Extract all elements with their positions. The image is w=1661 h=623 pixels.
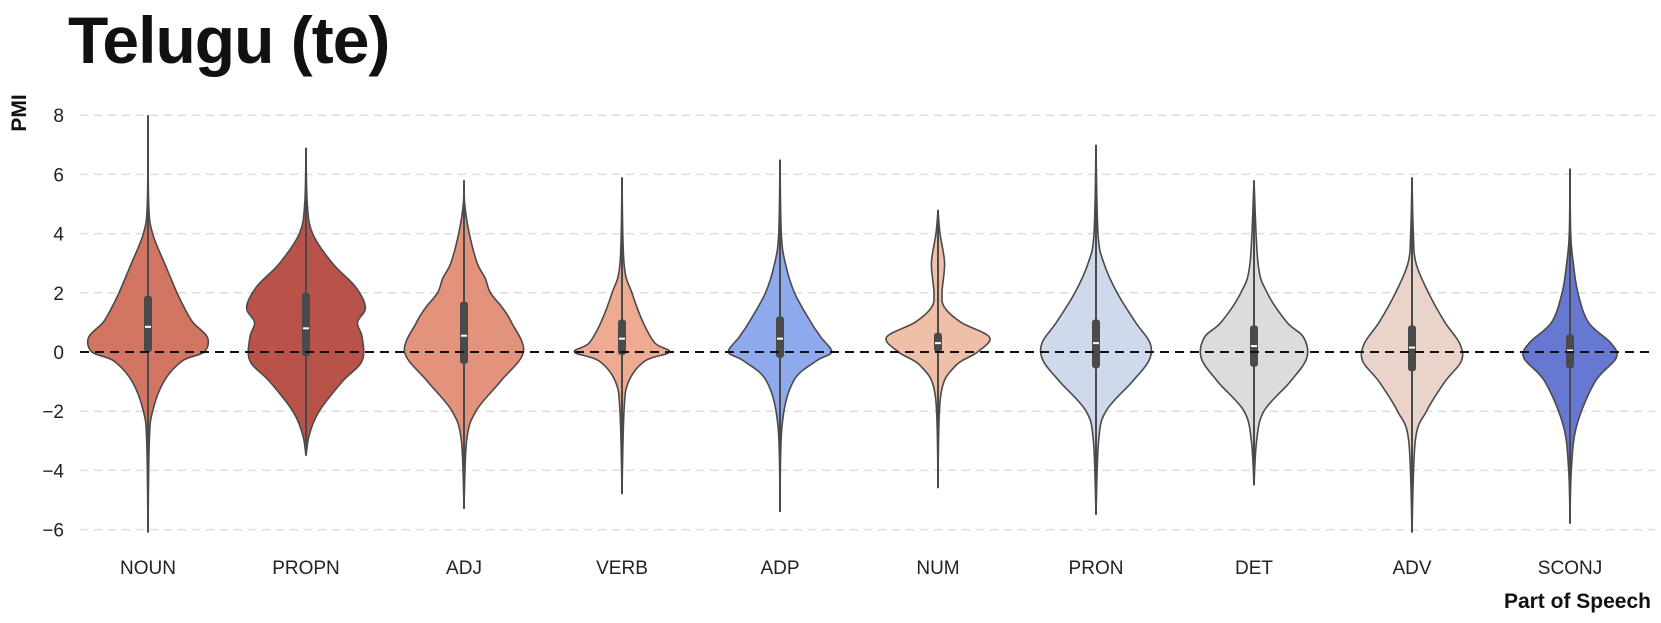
x-tick-label: DET <box>1235 558 1273 579</box>
violin-propn <box>245 147 367 456</box>
y-axis-ticks: 8 6 4 2 0 −2 −4 −6 <box>42 106 64 541</box>
x-tick-label: NUM <box>916 558 959 579</box>
y-tick-label: −2 <box>42 402 64 423</box>
y-tick-label: 6 <box>53 165 64 186</box>
y-axis-title: PMI <box>8 94 31 131</box>
violin-iqr-box <box>460 301 468 364</box>
x-axis-title: Part of Speech <box>1504 590 1651 613</box>
violin-noun <box>86 115 210 533</box>
y-tick-label: 0 <box>53 343 64 364</box>
violin-iqr-box <box>776 316 784 358</box>
y-tick-label: −6 <box>42 521 64 542</box>
violin-iqr-box <box>144 295 152 352</box>
violin-adj <box>403 180 525 509</box>
x-tick-label: ADV <box>1392 558 1431 579</box>
violin-verb <box>573 177 671 495</box>
x-tick-label: NOUN <box>120 558 176 579</box>
x-tick-label: ADP <box>760 558 799 579</box>
x-tick-label: PROPN <box>272 558 340 579</box>
violin-adp <box>727 159 833 512</box>
violin-det <box>1199 180 1309 486</box>
violin-adv <box>1360 177 1464 533</box>
y-tick-label: 8 <box>53 106 64 127</box>
violin-num <box>885 209 991 489</box>
y-tick-label: −4 <box>42 461 64 482</box>
x-tick-label: VERB <box>596 558 648 579</box>
violin-iqr-box <box>618 319 626 355</box>
violin-iqr-box <box>302 292 310 357</box>
x-tick-label: ADJ <box>446 558 482 579</box>
violin-pron <box>1039 144 1153 515</box>
grid-lines <box>80 114 1655 531</box>
x-axis-ticks: NOUN PROPN ADJ VERB ADP NUM PRON DET ADV SCONJ <box>120 558 1602 579</box>
y-tick-label: 4 <box>53 225 64 246</box>
x-tick-label: SCONJ <box>1538 558 1602 579</box>
chart-title: Telugu (te) <box>68 3 390 77</box>
y-tick-label: 2 <box>53 284 64 305</box>
x-tick-label: PRON <box>1069 558 1124 579</box>
violins <box>80 115 1655 533</box>
